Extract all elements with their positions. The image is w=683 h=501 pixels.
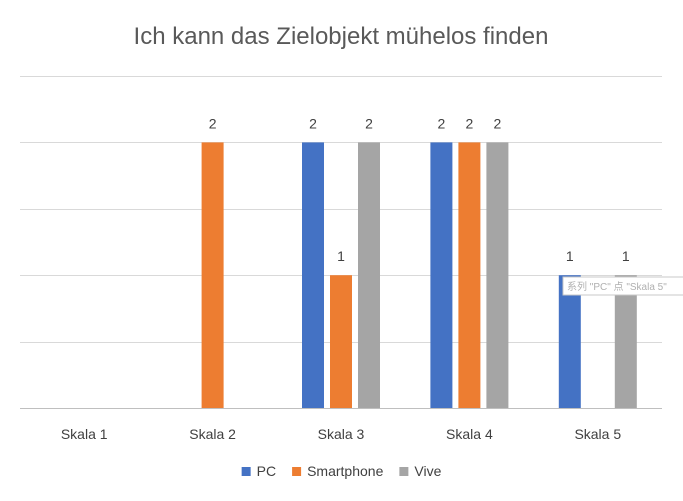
bar-vive-skala-4[interactable] — [486, 142, 509, 408]
bars — [201, 142, 637, 408]
tooltip-box — [562, 276, 683, 296]
legend-label: Vive — [414, 463, 441, 479]
data-label: 2 — [438, 115, 446, 131]
data-label: 2 — [309, 115, 317, 131]
legend-item-pc[interactable]: PC — [241, 463, 276, 479]
data-label: 2 — [365, 115, 373, 131]
legend-swatch — [292, 467, 302, 476]
legend-item-vive[interactable]: Vive — [399, 463, 442, 479]
data-label: 2 — [494, 115, 502, 131]
bar-pc-skala-3[interactable] — [302, 142, 324, 408]
category-axis-labels: Skala 1 Skala 2 Skala 3 Skala 4 Skala 5 — [61, 426, 622, 442]
legend: PC Smartphone Vive — [241, 463, 442, 479]
bar-smartphone-skala-2[interactable] — [201, 142, 224, 408]
bar-smartphone-skala-3[interactable] — [330, 275, 352, 408]
category-label: Skala 1 — [61, 426, 108, 442]
data-label: 2 — [466, 115, 474, 131]
data-label: 1 — [337, 248, 345, 264]
category-label: Skala 3 — [318, 426, 365, 442]
legend-swatch — [241, 467, 251, 476]
legend-swatch — [399, 467, 409, 476]
chart-tooltip: 系列 "PC" 点 "Skala 5" — [562, 276, 683, 296]
bar-smartphone-skala-4[interactable] — [458, 142, 481, 408]
category-label: Skala 5 — [574, 426, 621, 442]
bar-pc-skala-4[interactable] — [430, 142, 453, 408]
chart-title: Ich kann das Zielobjekt mühelos finden — [134, 23, 549, 50]
bar-vive-skala-3[interactable] — [358, 142, 380, 408]
tooltip-text: 系列 "PC" 点 "Skala 5" — [567, 280, 667, 293]
category-label: Skala 2 — [189, 426, 236, 442]
category-label: Skala 4 — [446, 426, 493, 442]
bar-pc-skala-5[interactable] — [558, 275, 581, 408]
bar-vive-skala-5[interactable] — [614, 275, 637, 408]
data-label: 1 — [622, 248, 630, 264]
data-label: 1 — [566, 248, 574, 264]
legend-label: PC — [257, 463, 276, 479]
legend-item-smartphone[interactable]: Smartphone — [292, 463, 384, 479]
legend-label: Smartphone — [307, 463, 383, 479]
data-labels: 2 2 1 2 2 2 2 1 1 — [209, 115, 630, 264]
data-label: 2 — [209, 115, 217, 131]
